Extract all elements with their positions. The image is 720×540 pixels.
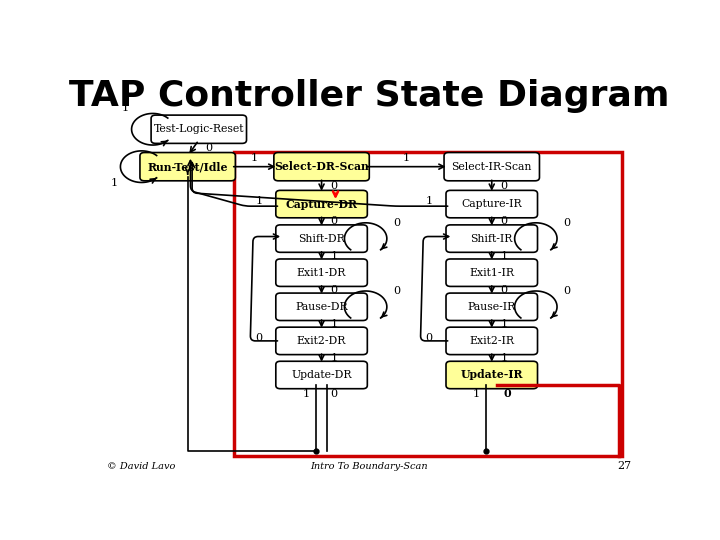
Text: 0: 0 [563,218,570,228]
Text: Run-Test/Idle: Run-Test/Idle [148,161,228,172]
FancyBboxPatch shape [276,191,367,218]
Text: 1: 1 [256,196,263,206]
Text: 1: 1 [330,353,338,363]
FancyBboxPatch shape [446,293,538,321]
FancyBboxPatch shape [446,191,538,218]
Text: Shift-IR: Shift-IR [471,234,513,244]
Text: 1: 1 [330,251,338,261]
FancyBboxPatch shape [276,361,367,389]
Text: 0: 0 [563,286,570,296]
Text: Exit2-IR: Exit2-IR [469,336,514,346]
Text: 1: 1 [472,389,480,399]
FancyBboxPatch shape [276,225,367,252]
Text: Shift-DR: Shift-DR [298,234,345,244]
Text: 0: 0 [205,143,212,153]
Text: 0: 0 [330,389,338,399]
Text: 1: 1 [330,319,338,329]
Text: Capture-DR: Capture-DR [286,199,358,210]
Text: 0: 0 [330,180,338,191]
Text: 1: 1 [426,196,433,206]
Text: 0: 0 [330,217,338,226]
FancyBboxPatch shape [276,293,367,321]
Text: 0: 0 [500,217,508,226]
FancyBboxPatch shape [446,361,538,389]
Text: Pause-DR: Pause-DR [295,302,348,312]
FancyBboxPatch shape [151,115,246,144]
Text: Test-Logic-Reset: Test-Logic-Reset [153,124,244,134]
Text: 0: 0 [330,285,338,295]
Text: Select-IR-Scan: Select-IR-Scan [451,161,532,172]
Text: Pause-IR: Pause-IR [467,302,516,312]
Text: 0: 0 [393,218,400,228]
Text: 0: 0 [503,388,511,399]
Text: 1: 1 [251,152,258,163]
FancyBboxPatch shape [446,327,538,355]
FancyBboxPatch shape [446,259,538,286]
Bar [234,152,622,456]
FancyBboxPatch shape [446,225,538,252]
Text: TAP Controller State Diagram: TAP Controller State Diagram [68,79,670,113]
Text: 1: 1 [500,319,508,329]
Text: 1: 1 [500,251,508,261]
FancyBboxPatch shape [276,259,367,286]
Text: Exit1-IR: Exit1-IR [469,268,514,278]
Text: 1: 1 [121,104,128,113]
Text: Capture-IR: Capture-IR [462,199,522,209]
Text: 1: 1 [302,389,310,399]
Text: 1: 1 [500,353,508,363]
Text: 0: 0 [256,333,263,342]
Text: 0: 0 [500,285,508,295]
Text: 1: 1 [403,152,410,163]
Text: Select-DR-Scan: Select-DR-Scan [274,161,369,172]
FancyBboxPatch shape [274,152,369,181]
Text: 0: 0 [393,286,400,296]
Text: 27: 27 [617,462,631,471]
Text: 1: 1 [110,178,117,188]
Text: © David Lavo: © David Lavo [107,462,175,471]
Text: Exit2-DR: Exit2-DR [297,336,346,346]
FancyBboxPatch shape [140,152,235,181]
FancyBboxPatch shape [444,152,539,181]
Text: 0: 0 [500,180,508,191]
Text: Update-IR: Update-IR [461,369,523,381]
Text: Exit1-DR: Exit1-DR [297,268,346,278]
FancyBboxPatch shape [276,327,367,355]
Text: Update-DR: Update-DR [292,370,352,380]
Text: 0: 0 [426,333,433,342]
Text: Intro To Boundary-Scan: Intro To Boundary-Scan [310,462,428,471]
